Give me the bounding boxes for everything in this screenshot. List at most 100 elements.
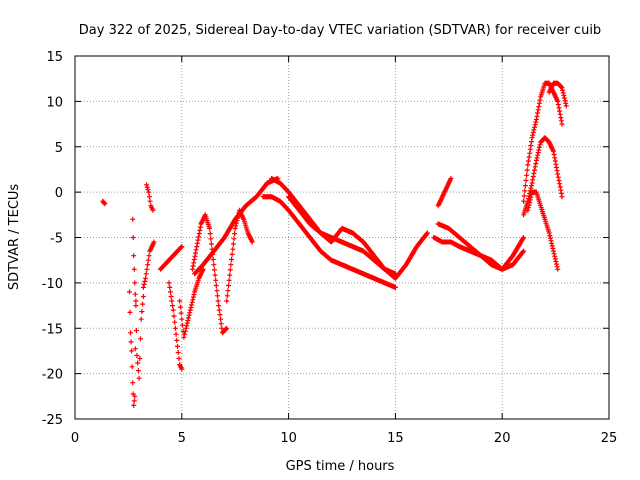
data-point <box>551 251 557 257</box>
data-point <box>527 146 533 152</box>
data-point <box>143 271 149 277</box>
data-point <box>170 307 176 313</box>
data-point <box>526 202 532 208</box>
data-point <box>210 257 216 262</box>
data-point <box>132 346 138 352</box>
data-point <box>132 291 138 297</box>
data-point <box>215 293 220 299</box>
data-point <box>524 172 530 178</box>
data-point <box>171 313 177 319</box>
data-point <box>224 325 230 331</box>
data-point <box>135 368 141 374</box>
data-point <box>168 294 174 299</box>
data-point <box>547 233 553 239</box>
data-point <box>145 262 151 268</box>
data-point <box>174 337 180 343</box>
data-point <box>138 316 144 322</box>
y-tick-label: 15 <box>46 50 63 65</box>
data-point <box>521 248 527 254</box>
data-point <box>169 298 175 304</box>
data-point <box>561 95 567 101</box>
data-point <box>224 298 230 304</box>
data-point <box>555 102 561 108</box>
data-point <box>175 350 181 355</box>
data-point <box>147 198 153 204</box>
data-point <box>535 152 541 158</box>
data-point <box>138 336 143 342</box>
data-point <box>128 330 133 336</box>
data-point <box>218 316 224 322</box>
tick-layer: 0 5 10 15 20 25 -25 -20 -15 -10 -5 0 5 10 15 <box>42 50 618 446</box>
data-point <box>141 281 147 287</box>
data-point <box>187 307 193 313</box>
data-point <box>231 236 237 242</box>
data-point <box>167 289 173 295</box>
data-point <box>549 240 555 246</box>
data-point <box>212 272 218 278</box>
plot-frame <box>74 55 610 420</box>
data-point <box>179 244 185 250</box>
data-point <box>520 249 526 255</box>
y-tick-label: 0 <box>55 186 63 201</box>
data-point <box>225 288 231 294</box>
data-point <box>179 366 185 372</box>
data-point <box>182 328 188 334</box>
data-point <box>526 154 532 160</box>
data-point <box>214 288 220 294</box>
data-point <box>140 284 146 290</box>
data-point <box>529 135 535 141</box>
data-point <box>130 216 136 222</box>
data-point <box>392 284 398 290</box>
data-point <box>172 325 178 331</box>
data-point <box>131 266 137 272</box>
data-point <box>533 119 539 125</box>
x-tick-label: 10 <box>280 431 297 446</box>
x-tick-label: 20 <box>494 431 511 446</box>
data-point <box>219 325 225 331</box>
data-point <box>145 257 151 263</box>
data-point <box>563 103 569 109</box>
data-point <box>136 375 142 381</box>
data-point <box>521 198 527 204</box>
data-point <box>552 256 558 262</box>
data-point <box>521 193 527 199</box>
data-point <box>230 241 236 247</box>
data-point <box>213 277 219 283</box>
data-point <box>552 158 558 164</box>
data-point <box>139 309 145 315</box>
data-point <box>151 239 157 245</box>
data-point <box>555 174 561 180</box>
data-point <box>218 321 224 327</box>
data-point <box>207 225 213 231</box>
data-point <box>176 356 182 361</box>
data-point <box>134 353 140 358</box>
data-point <box>560 87 566 93</box>
data-point <box>131 253 137 259</box>
data-points-layer <box>100 80 569 408</box>
y-axis-label: SDTVAR / TECUs <box>7 184 22 291</box>
data-point <box>535 110 541 116</box>
data-point <box>558 115 564 121</box>
data-point <box>561 93 567 98</box>
data-point <box>559 121 565 127</box>
data-point <box>143 275 148 281</box>
data-point <box>137 356 143 361</box>
data-point <box>208 241 214 247</box>
data-point <box>145 187 151 193</box>
data-point <box>521 235 527 240</box>
data-point <box>525 205 531 211</box>
data-point <box>135 360 141 366</box>
data-point <box>522 183 528 189</box>
data-point <box>182 331 188 337</box>
data-point <box>532 124 537 130</box>
data-point <box>529 180 535 186</box>
data-point <box>228 262 234 268</box>
y-tick-label: -15 <box>42 322 63 337</box>
data-point <box>175 343 180 349</box>
data-point <box>131 402 137 408</box>
data-point <box>522 188 528 194</box>
data-point <box>144 184 150 190</box>
data-point <box>562 98 568 104</box>
data-point <box>132 280 138 286</box>
data-point <box>530 174 536 180</box>
